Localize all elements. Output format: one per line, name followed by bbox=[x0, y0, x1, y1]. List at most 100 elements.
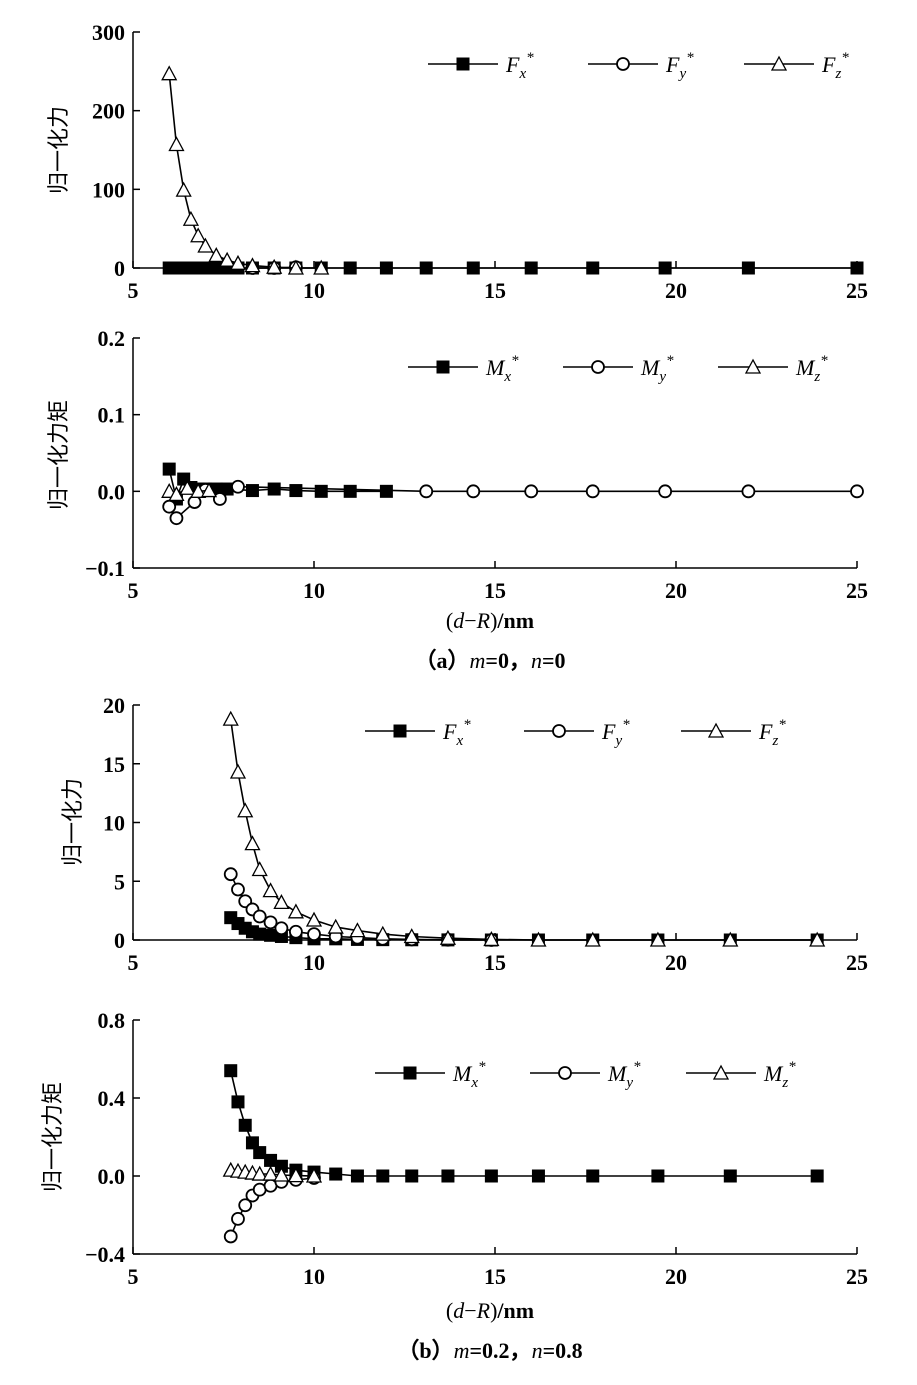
data-point bbox=[253, 927, 267, 941]
data-point bbox=[208, 247, 225, 263]
legend-label: Mz* bbox=[795, 353, 828, 385]
data-point bbox=[374, 925, 391, 941]
data-point bbox=[179, 479, 196, 495]
data-point bbox=[484, 1169, 498, 1183]
data-point bbox=[224, 1064, 238, 1078]
series-y-circle bbox=[223, 1171, 321, 1244]
data-point bbox=[524, 261, 538, 275]
data-point bbox=[403, 928, 420, 944]
x-tick-label: 20 bbox=[665, 1264, 687, 1289]
x-tick-label: 20 bbox=[665, 578, 687, 603]
data-point bbox=[649, 931, 666, 947]
x-tick-label: 15 bbox=[484, 578, 506, 603]
data-point bbox=[266, 258, 283, 274]
legend-entry-x: Fx* bbox=[365, 717, 471, 749]
data-point bbox=[198, 261, 212, 275]
legend-entry-z: Mz* bbox=[718, 353, 828, 385]
y-tick-label: 5 bbox=[114, 869, 125, 894]
legend-marker bbox=[393, 724, 407, 738]
series-line bbox=[229, 1070, 818, 1177]
series-x-square bbox=[224, 1064, 824, 1183]
data-point bbox=[307, 927, 321, 942]
data-point bbox=[219, 251, 236, 267]
x-axis-title-b: (d−R)/nm bbox=[446, 1298, 534, 1323]
legend-entry-z: Fz* bbox=[681, 717, 786, 749]
x-tick-label: 10 bbox=[303, 950, 325, 975]
data-point bbox=[483, 931, 500, 947]
data-point bbox=[264, 928, 278, 942]
data-point bbox=[200, 482, 218, 498]
data-point bbox=[253, 1146, 267, 1160]
legend-marker bbox=[436, 360, 450, 374]
series-y-circle bbox=[162, 479, 864, 526]
legend-label: Mz* bbox=[763, 1059, 796, 1091]
data-point bbox=[287, 1167, 304, 1183]
legend-label: My* bbox=[607, 1059, 641, 1091]
legend-entry-x: Mx* bbox=[375, 1059, 486, 1091]
data-point bbox=[658, 484, 673, 499]
data-point bbox=[419, 261, 433, 275]
x-tick-label: 10 bbox=[303, 278, 325, 303]
data-point bbox=[223, 867, 238, 882]
legend-entry-y: Fy* bbox=[588, 50, 694, 82]
x-tick-label: 15 bbox=[484, 1264, 506, 1289]
data-point bbox=[586, 261, 600, 275]
series-x-square bbox=[162, 261, 864, 275]
y-tick-label: 0.1 bbox=[98, 403, 126, 428]
x-tick-label: 10 bbox=[303, 1264, 325, 1289]
legend-marker bbox=[591, 360, 605, 374]
data-point bbox=[585, 484, 600, 499]
legend-label: Fx* bbox=[442, 717, 471, 749]
y-axis-title: 归一化力矩 bbox=[40, 1082, 65, 1192]
data-point bbox=[524, 484, 539, 499]
y-tick-label: −0.1 bbox=[85, 556, 125, 581]
y-tick-label: 10 bbox=[103, 811, 125, 836]
data-point bbox=[327, 918, 344, 934]
data-point bbox=[273, 1166, 290, 1182]
x-tick-label: 15 bbox=[484, 278, 506, 303]
data-point bbox=[262, 1165, 279, 1181]
legend-marker bbox=[770, 55, 788, 71]
data-point bbox=[305, 1167, 323, 1183]
data-point bbox=[162, 499, 177, 514]
y-tick-label: 0 bbox=[114, 928, 125, 953]
data-point bbox=[231, 1095, 245, 1109]
data-point bbox=[329, 1167, 343, 1181]
data-point bbox=[168, 136, 185, 152]
y-tick-label: 0.8 bbox=[98, 1008, 126, 1033]
data-point bbox=[343, 261, 357, 275]
legend-entry-x: Fx* bbox=[428, 50, 534, 82]
x-tick-label: 10 bbox=[303, 578, 325, 603]
y-tick-label: 200 bbox=[92, 99, 125, 124]
data-point bbox=[238, 1198, 253, 1213]
legend-entry-z: Mz* bbox=[686, 1059, 796, 1091]
data-point bbox=[209, 261, 223, 275]
data-point bbox=[466, 484, 481, 499]
data-point bbox=[182, 210, 200, 226]
data-point bbox=[229, 763, 247, 779]
data-point bbox=[350, 1169, 364, 1183]
x-tick-label: 20 bbox=[665, 278, 687, 303]
data-point bbox=[658, 261, 672, 275]
data-point bbox=[723, 1169, 737, 1183]
x-tick-label: 25 bbox=[846, 1264, 868, 1289]
y-axis-title: 归一化力 bbox=[46, 106, 71, 194]
data-point bbox=[850, 484, 864, 499]
data-point bbox=[251, 1165, 268, 1181]
data-point bbox=[405, 1169, 419, 1183]
legend-marker bbox=[707, 722, 725, 738]
data-point bbox=[531, 1169, 545, 1183]
legend-label: Mx* bbox=[452, 1059, 486, 1091]
legend-marker bbox=[558, 1066, 572, 1080]
legend-label: Fy* bbox=[601, 717, 630, 749]
legend-marker bbox=[552, 724, 566, 738]
data-point bbox=[212, 492, 227, 506]
legend-label: My* bbox=[640, 353, 674, 385]
chart-panel-4: −0.4 0.0 0.4 0.8 5 10 15 20 25 归一化力矩 Mx* My* Mz* bbox=[40, 1008, 868, 1289]
data-point bbox=[262, 882, 279, 898]
data-point bbox=[439, 929, 457, 945]
x-tick-label: 5 bbox=[128, 950, 139, 975]
data-point bbox=[231, 882, 245, 897]
x-tick-label: 25 bbox=[846, 278, 868, 303]
data-point bbox=[252, 909, 267, 924]
